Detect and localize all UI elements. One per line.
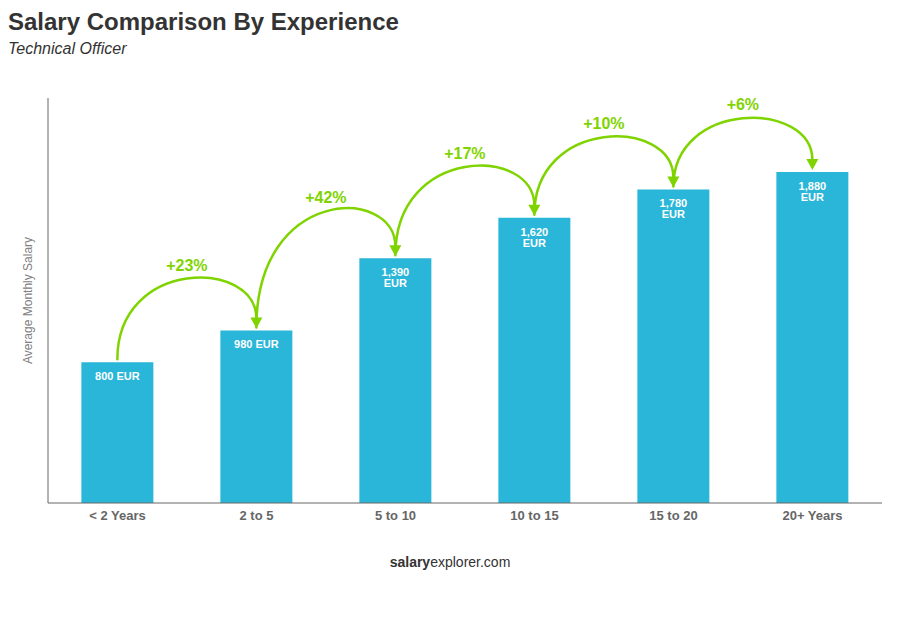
- svg-text:1,390EUR: 1,390EUR: [382, 266, 410, 289]
- html-text:Salary Comparison By Experienc: Salary Comparison By Experience: [8, 8, 399, 35]
- svg-text:20+ Years: 20+ Years: [782, 508, 842, 523]
- svg-text:1,780EUR: 1,780EUR: [660, 197, 688, 220]
- svg-text:Average Monthly Salary: Average Monthly Salary: [21, 237, 35, 364]
- svg-text:15 to 20: 15 to 20: [649, 508, 697, 523]
- svg-text:+42%: +42%: [305, 189, 346, 206]
- svg-text:5 to 10: 5 to 10: [375, 508, 416, 523]
- html-text:salary explorer.com: salary explorer.com: [389, 554, 511, 570]
- html-text:Technical Officer: Technical Officer: [8, 40, 127, 57]
- svg-text:1,620EUR: 1,620EUR: [521, 226, 549, 249]
- svg-text:+23%: +23%: [166, 257, 207, 274]
- svg-text:+6%: +6%: [727, 96, 759, 113]
- svg-text:800 EUR: 800 EUR: [95, 370, 140, 382]
- svg-text:+17%: +17%: [444, 145, 485, 162]
- svg-text:+10%: +10%: [583, 115, 624, 132]
- svg-text:10 to 15: 10 to 15: [510, 508, 558, 523]
- svg-text:980 EUR: 980 EUR: [234, 338, 279, 350]
- svg-text:2 to 5: 2 to 5: [240, 508, 274, 523]
- svg-text:< 2 Years: < 2 Years: [89, 508, 146, 523]
- svg-text:1,880EUR: 1,880EUR: [799, 180, 827, 203]
